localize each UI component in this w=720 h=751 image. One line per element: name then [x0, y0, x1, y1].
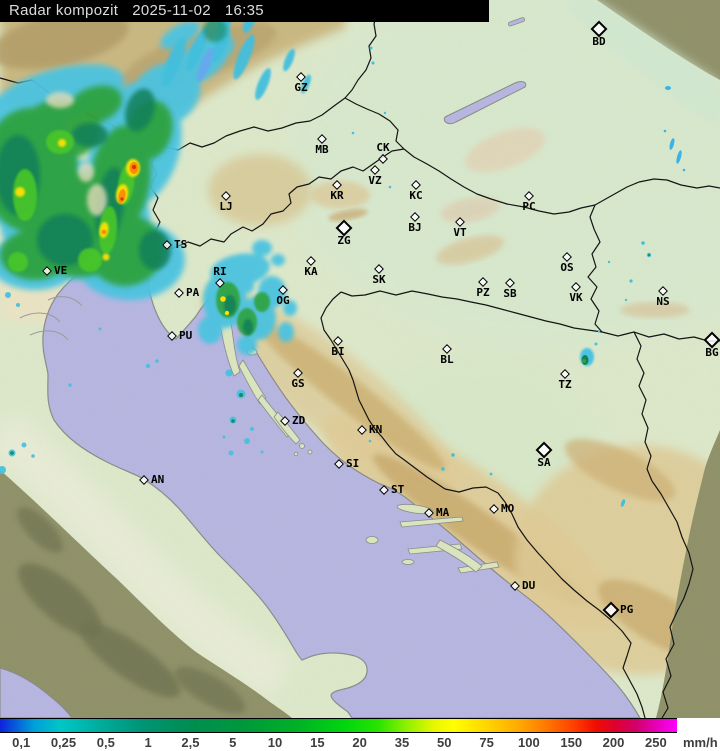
legend-value: 1 — [144, 734, 152, 750]
legend-value: 0,1 — [12, 734, 31, 750]
terrain-noise — [0, 0, 720, 718]
legend-value: 250 — [644, 734, 667, 750]
legend-value: 35 — [394, 734, 410, 750]
legend-value: 10 — [267, 734, 283, 750]
legend-value: 150 — [560, 734, 583, 750]
legend-values: 0,1 0,25 0,5 1 2,5 5 10 15 20 35 50 75 100 150 200 250 — [0, 735, 677, 750]
legend-value: 20 — [352, 734, 367, 750]
map-title: Radar kompozit — [9, 2, 119, 19]
legend-value: 0,5 — [96, 734, 115, 750]
legend-labels: 0,1 0,25 0,5 1 2,5 5 10 15 20 35 50 75 100 150 200 250 … — [0, 733, 720, 751]
legend-value: 15 — [310, 734, 325, 750]
legend-value: 75 — [479, 734, 494, 750]
intensity-legend: 0,1 0,25 0,5 1 2,5 5 10 15 20 35 50 75 100 150 200 250 … — [0, 718, 720, 751]
map-date: 2025-11-02 — [132, 2, 211, 19]
title-bar: Radar kompozit 2025-11-02 16:35 — [0, 0, 489, 22]
legend-value: 0,25 — [50, 734, 77, 750]
legend-value: 5 — [229, 734, 237, 750]
map-time: 16:35 — [224, 2, 264, 19]
legend-value: 50 — [437, 734, 452, 750]
legend-unit: mm/h — [683, 734, 718, 750]
legend-value: 100 — [518, 734, 540, 750]
radar-map — [0, 0, 720, 718]
legend-value: 200 — [602, 734, 625, 750]
legend-value: 2,5 — [181, 734, 200, 750]
intensity-colorbar — [0, 718, 677, 733]
